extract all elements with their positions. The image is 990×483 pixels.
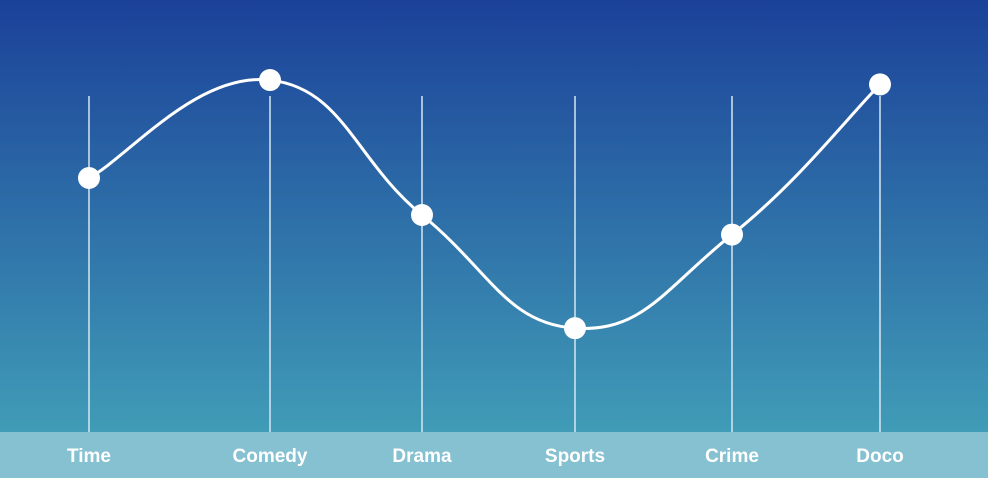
series-line bbox=[87, 78, 882, 330]
category-label-time: Time bbox=[67, 446, 111, 467]
category-axis-band bbox=[0, 432, 988, 478]
category-label-sports: Sports bbox=[545, 446, 605, 467]
data-point-crime bbox=[721, 223, 743, 246]
data-markers bbox=[78, 69, 891, 340]
category-label-doco: Doco bbox=[856, 446, 904, 467]
data-point-time bbox=[78, 167, 100, 189]
data-point-doco bbox=[869, 73, 891, 96]
data-point-comedy bbox=[259, 69, 281, 92]
data-point-sports bbox=[564, 317, 586, 340]
category-label-drama: Drama bbox=[392, 446, 452, 467]
plot-background bbox=[0, 0, 988, 432]
category-labels: Time Comedy Drama Sports Crime Doco bbox=[67, 446, 904, 467]
category-label-crime: Crime bbox=[705, 446, 759, 467]
category-label-comedy: Comedy bbox=[233, 446, 308, 467]
gridlines bbox=[88, 96, 881, 432]
data-point-drama bbox=[411, 204, 433, 226]
